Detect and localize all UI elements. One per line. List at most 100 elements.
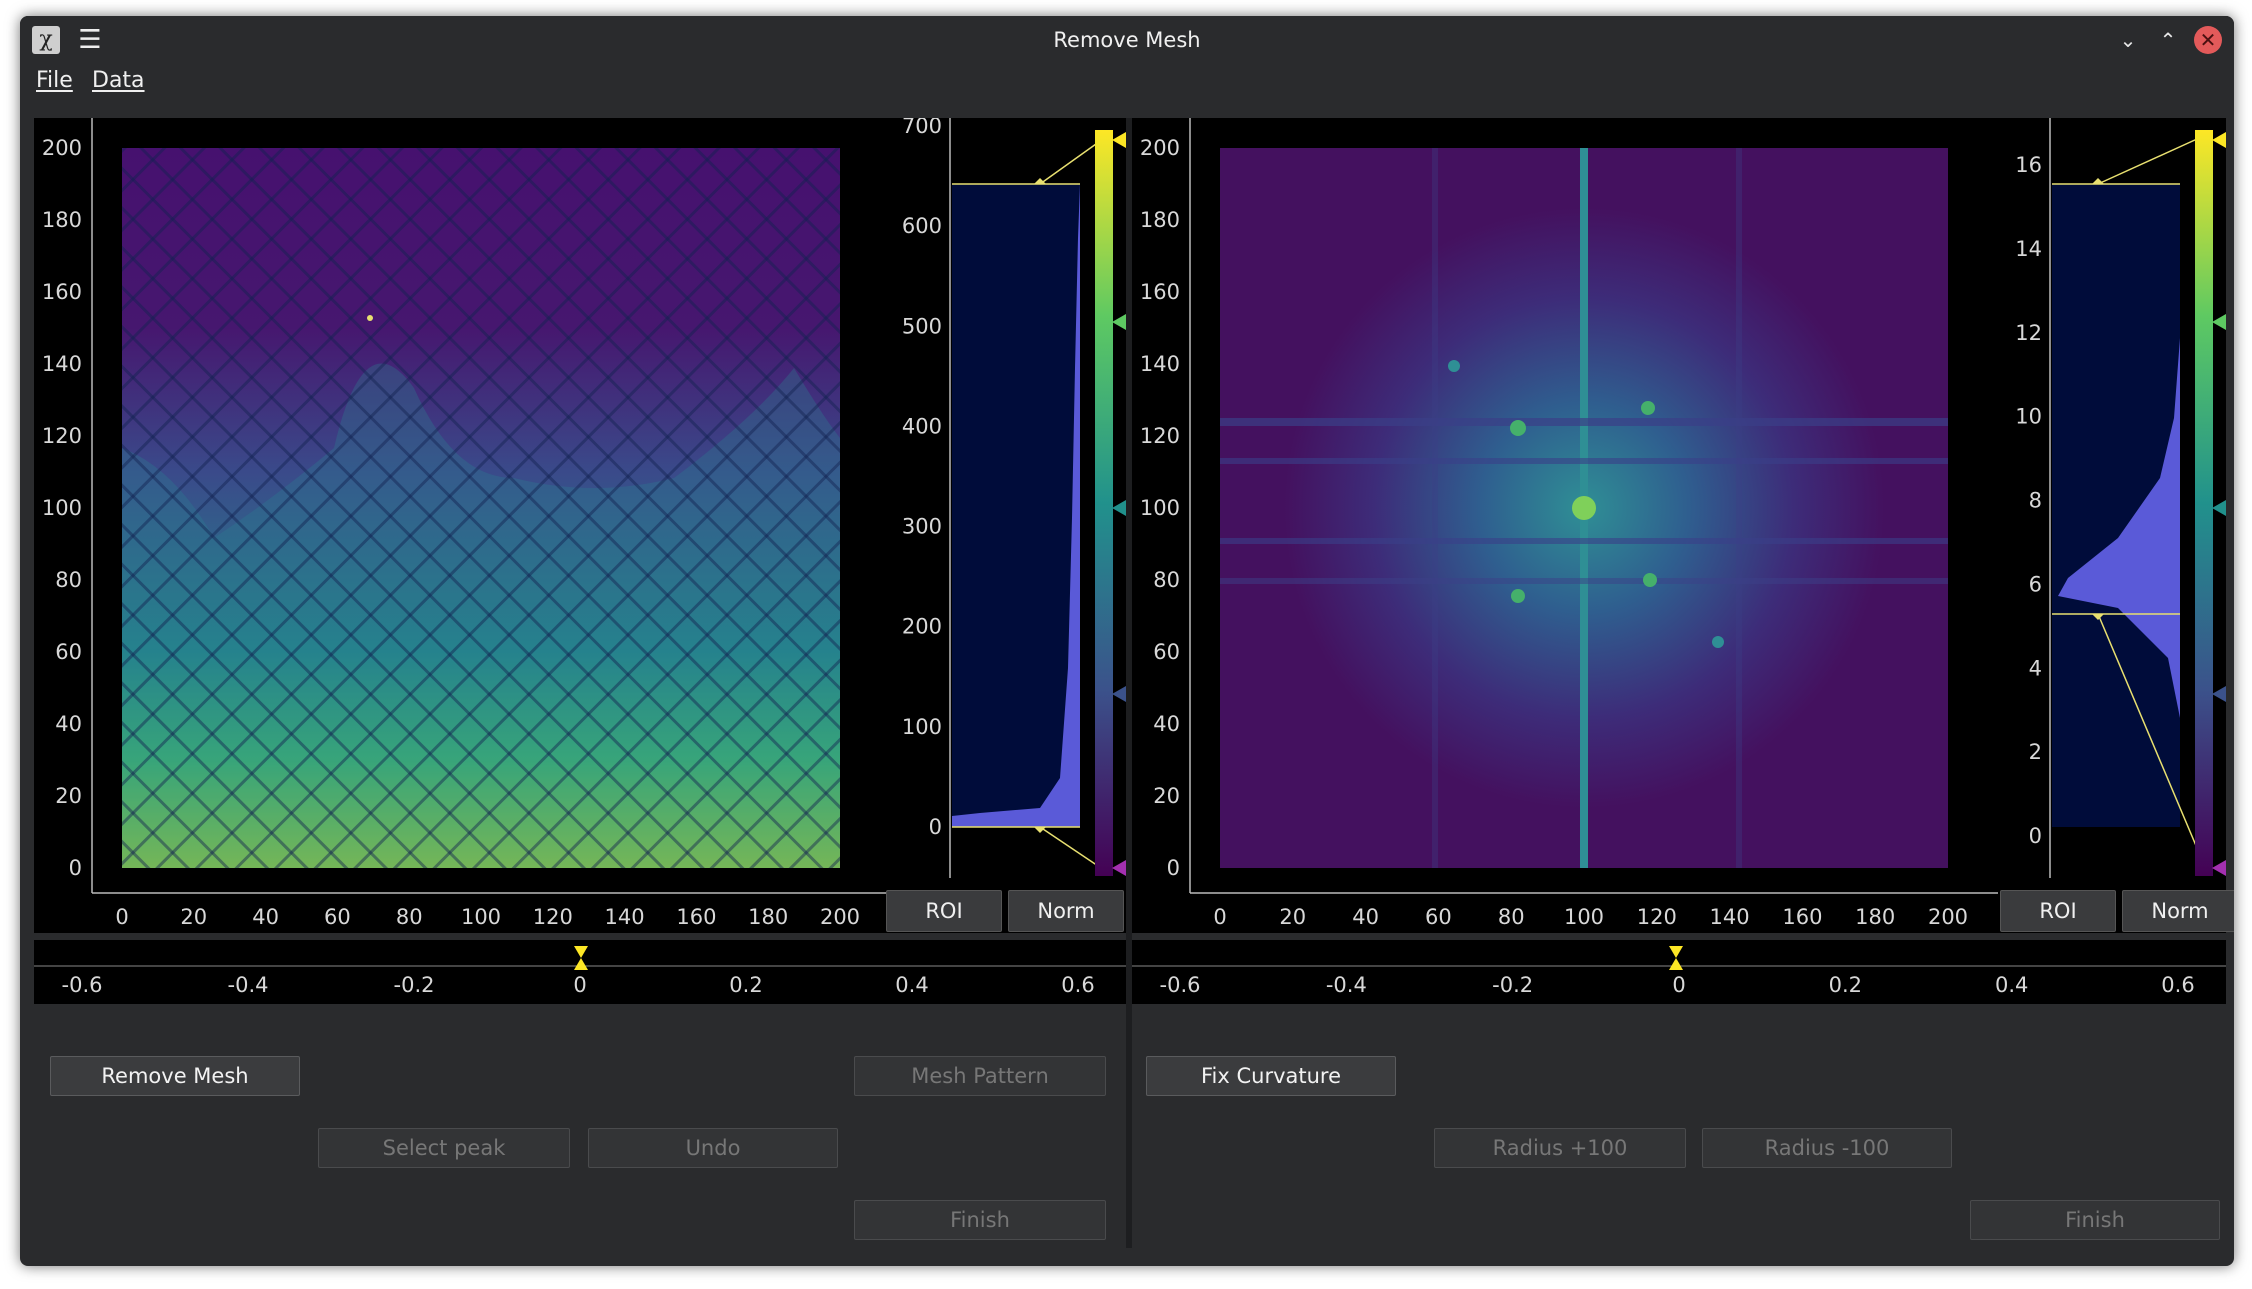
fix-curvature-button[interactable]: Fix Curvature <box>1146 1056 1396 1096</box>
left-hist-tick-label: 200 <box>902 615 942 639</box>
right-x-tick-label: 160 <box>1782 905 1822 929</box>
left-y-tick-label: 120 <box>42 424 82 448</box>
right-y-tick-label: 0 <box>1167 856 1180 880</box>
title-bar: χ ☰ Remove Mesh ⌄ ⌃ ✕ <box>20 16 2234 64</box>
right-timeline-tick-label: 0.6 <box>2161 973 2194 997</box>
right-y-tick-label: 180 <box>1140 208 1180 232</box>
left-plot-area: 0 20 40 60 80 100 120 140 160 180 200 0 20 40 60 80 100… <box>34 118 1126 933</box>
left-hist-tick-label: 300 <box>902 515 942 539</box>
menu-file[interactable]: File <box>36 68 73 93</box>
right-roi-button[interactable]: ROI <box>2000 890 2116 932</box>
right-panel: 0 20 40 60 80 100 120 140 160 180 200 0 20 40 60 80 100… <box>1132 118 2234 1240</box>
right-hist-tick-label: 4 <box>2029 656 2042 680</box>
left-y-tick-label: 200 <box>42 136 82 160</box>
left-x-tick-label: 120 <box>533 905 573 929</box>
minimize-icon[interactable]: ⌄ <box>2119 28 2137 52</box>
window-title: Remove Mesh <box>1053 28 1201 52</box>
left-hist-tick-label: 700 <box>902 118 942 138</box>
left-timeline-tick-label: 0.2 <box>729 973 762 997</box>
right-hist-tick-label: 6 <box>2029 572 2042 596</box>
mesh-pattern-button[interactable]: Mesh Pattern <box>854 1056 1106 1096</box>
maximize-icon[interactable]: ⌃ <box>2159 28 2177 52</box>
radius-minus-100-button[interactable]: Radius -100 <box>1702 1128 1952 1168</box>
left-x-tick-label: 60 <box>324 905 351 929</box>
left-hist-tick-label: 100 <box>902 715 942 739</box>
left-y-tick-label: 20 <box>55 784 82 808</box>
right-hist-tick-label: 16 <box>2015 153 2042 177</box>
left-y-tick-label: 160 <box>42 280 82 304</box>
right-y-tick-label: 20 <box>1153 784 1180 808</box>
left-panel: 0 20 40 60 80 100 120 140 160 180 200 0 20 40 60 80 100… <box>34 118 1126 1240</box>
right-y-tick-label: 60 <box>1153 640 1180 664</box>
left-timeline-tick-label: 0 <box>573 973 586 997</box>
right-hist-tick-label: 8 <box>2029 489 2042 513</box>
right-fft-view[interactable]: 0 20 40 60 80 100 120 140 160 180 200 0 20 40 60 80 100… <box>1132 118 1998 933</box>
left-y-tick-label: 60 <box>55 640 82 664</box>
left-finish-button[interactable]: Finish <box>854 1200 1106 1240</box>
left-x-tick-label: 40 <box>252 905 279 929</box>
right-timeline[interactable]: -0.6 -0.4 -0.2 0 0.2 0.4 0.6 <box>1132 940 2226 1004</box>
left-y-tick-label: 180 <box>42 208 82 232</box>
right-x-tick-label: 140 <box>1710 905 1750 929</box>
right-histogram[interactable]: 0 2 4 6 8 10 12 14 16 <box>1998 118 2226 933</box>
left-image-view[interactable]: 0 20 40 60 80 100 120 140 160 180 200 0 20 40 60 80 100… <box>34 118 900 933</box>
right-x-tick-label: 80 <box>1498 905 1525 929</box>
right-norm-button[interactable]: Norm <box>2122 890 2234 932</box>
right-x-tick-label: 100 <box>1564 905 1604 929</box>
right-timeline-tick-label: -0.2 <box>1492 973 1533 997</box>
right-timeline-tick-label: 0.2 <box>1829 973 1862 997</box>
remove-mesh-button[interactable]: Remove Mesh <box>50 1056 300 1096</box>
left-timeline[interactable]: -0.6 -0.4 -0.2 0 0.2 0.4 0.6 <box>34 940 1126 1004</box>
right-y-tick-label: 200 <box>1140 136 1180 160</box>
hamburger-menu-icon[interactable]: ☰ <box>78 25 102 55</box>
right-x-tick-label: 120 <box>1637 905 1677 929</box>
left-hist-tick-label: 600 <box>902 214 942 238</box>
right-x-tick-label: 200 <box>1928 905 1968 929</box>
right-hist-tick-label: 0 <box>2029 824 2042 848</box>
undo-button[interactable]: Undo <box>588 1128 838 1168</box>
left-hist-tick-label: 0 <box>929 815 942 839</box>
right-timeline-tick-label: -0.4 <box>1326 973 1367 997</box>
left-y-tick-label: 100 <box>42 496 82 520</box>
right-y-tick-label: 120 <box>1140 424 1180 448</box>
menu-data[interactable]: Data <box>92 68 145 93</box>
left-y-tick-label: 140 <box>42 352 82 376</box>
left-x-tick-label: 180 <box>748 905 788 929</box>
left-hist-tick-label: 500 <box>902 314 942 338</box>
remove-mesh-window: χ ☰ Remove Mesh ⌄ ⌃ ✕ File Data <box>20 16 2234 1266</box>
right-hist-tick-label: 14 <box>2015 237 2042 261</box>
left-y-tick-label: 80 <box>55 568 82 592</box>
right-timeline-tick-label: 0.4 <box>1995 973 2028 997</box>
left-timeline-tick-label: 0.6 <box>1061 973 1094 997</box>
right-hist-tick-label: 10 <box>2015 405 2042 429</box>
left-timeline-tick-label: -0.6 <box>62 973 103 997</box>
left-x-tick-label: 100 <box>461 905 501 929</box>
right-y-tick-label: 140 <box>1140 352 1180 376</box>
right-plot-area: 0 20 40 60 80 100 120 140 160 180 200 0 20 40 60 80 100… <box>1132 118 2234 933</box>
right-timeline-tick-label: 0 <box>1672 973 1685 997</box>
left-timeline-tick-label: -0.2 <box>394 973 435 997</box>
right-timeline-tick-label: -0.6 <box>1160 973 1201 997</box>
right-x-tick-label: 60 <box>1425 905 1452 929</box>
left-y-tick-label: 0 <box>69 856 82 880</box>
right-y-tick-label: 40 <box>1153 712 1180 736</box>
left-y-tick-label: 40 <box>55 712 82 736</box>
left-x-tick-label: 80 <box>396 905 423 929</box>
left-x-tick-label: 20 <box>180 905 207 929</box>
left-norm-button[interactable]: Norm <box>1008 890 1124 932</box>
close-icon[interactable]: ✕ <box>2194 26 2222 54</box>
app-icon: χ <box>32 26 60 54</box>
right-x-tick-label: 20 <box>1279 905 1306 929</box>
left-roi-button[interactable]: ROI <box>886 890 1002 932</box>
panel-splitter[interactable] <box>1126 118 1132 1248</box>
right-finish-button[interactable]: Finish <box>1970 1200 2220 1240</box>
left-histogram[interactable]: 0 100 200 300 400 500 600 700 <box>900 118 1126 933</box>
right-x-tick-label: 180 <box>1855 905 1895 929</box>
left-x-tick-label: 0 <box>115 905 128 929</box>
right-hist-tick-label: 2 <box>2029 740 2042 764</box>
left-timeline-tick-label: -0.4 <box>228 973 269 997</box>
radius-plus-100-button[interactable]: Radius +100 <box>1434 1128 1686 1168</box>
select-peak-button[interactable]: Select peak <box>318 1128 570 1168</box>
left-x-tick-label: 200 <box>820 905 860 929</box>
right-y-tick-label: 160 <box>1140 280 1180 304</box>
